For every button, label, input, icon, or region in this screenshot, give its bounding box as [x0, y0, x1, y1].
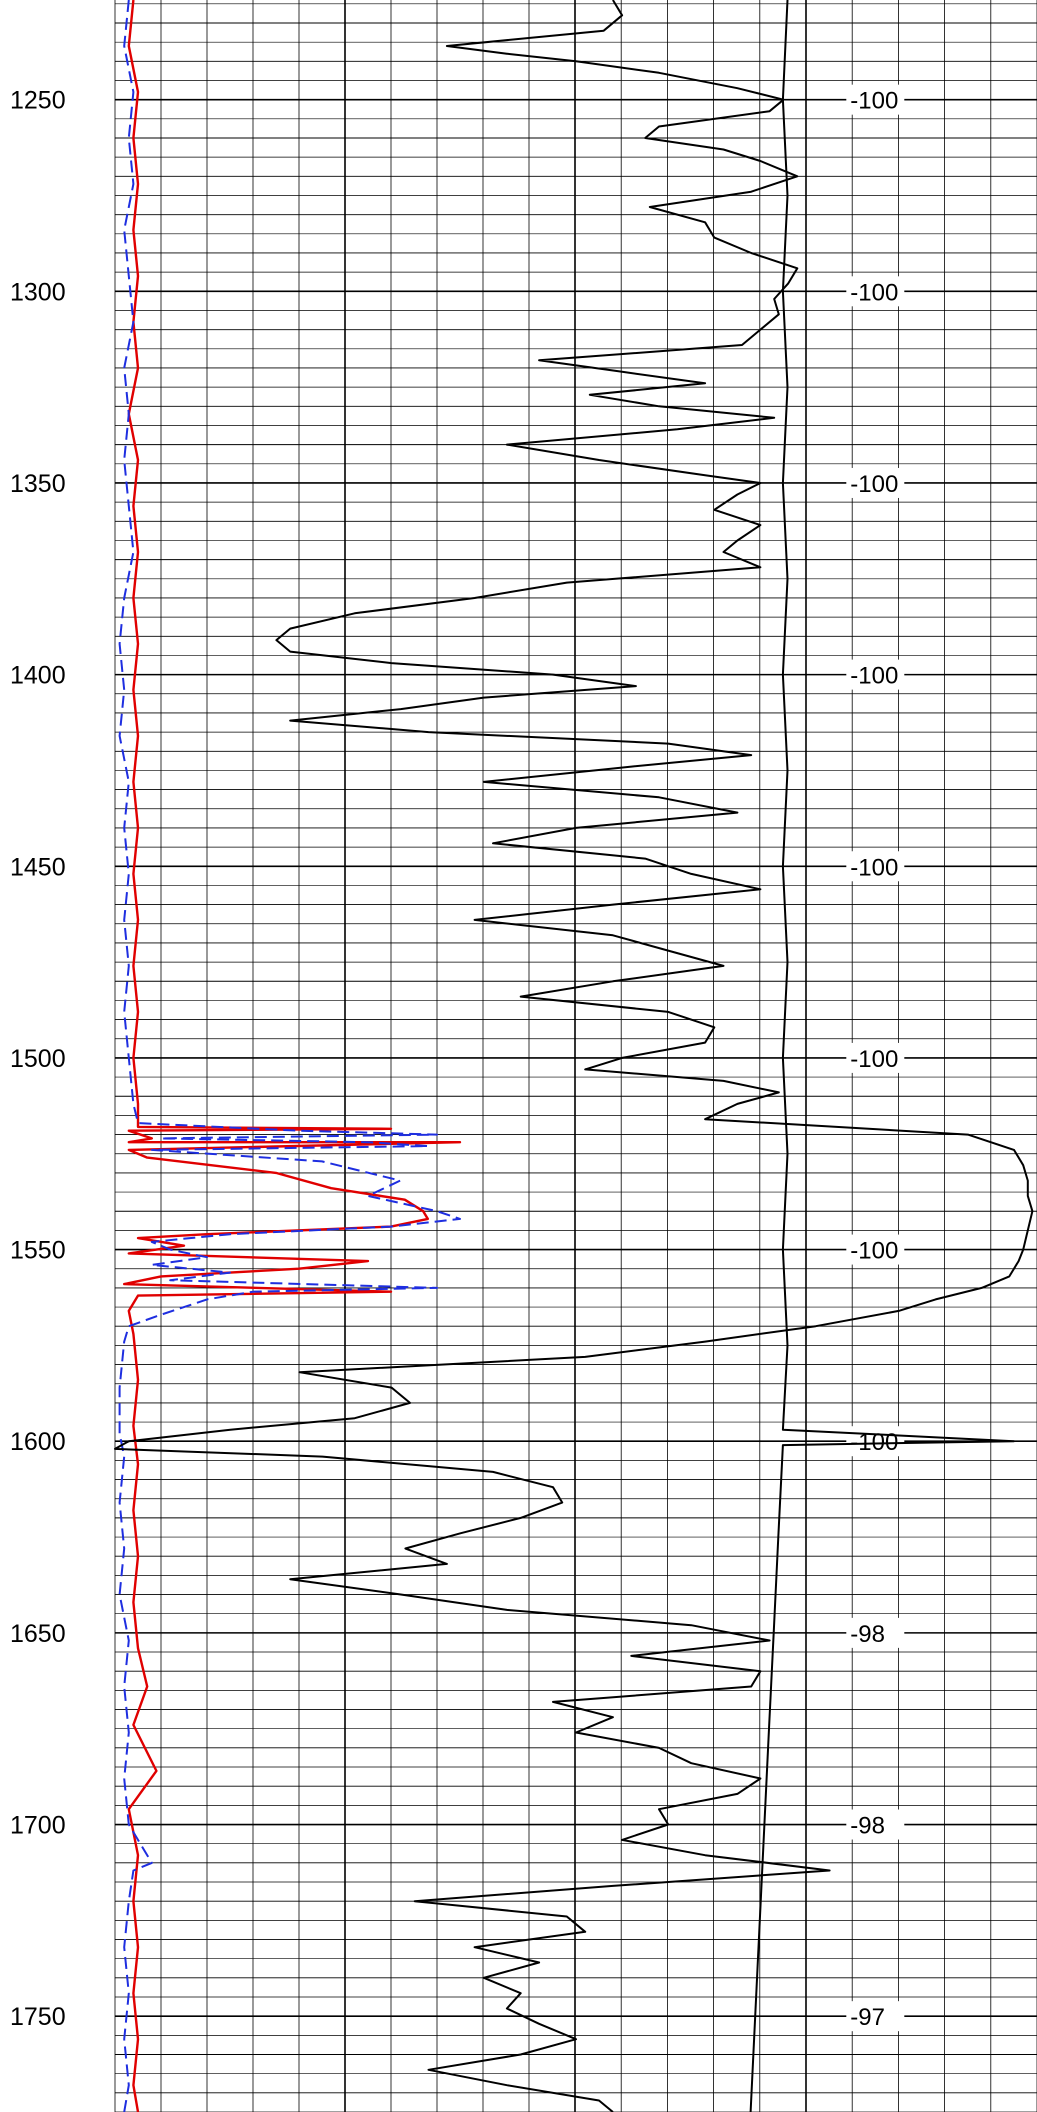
depth-tick-label: 1600 [10, 1428, 66, 1456]
depth-tick-label: 1250 [10, 87, 66, 115]
track3-value-label: -98 [850, 1621, 885, 1648]
track3-label-background [846, 2001, 905, 2032]
track3-value-label: -100 [850, 663, 898, 690]
track3-label-background [846, 1617, 905, 1648]
depth-tick-label: 1350 [10, 470, 66, 498]
log-curves [114, 0, 1034, 2112]
log-curve-1 [122, 0, 462, 2112]
track3-label-background [846, 659, 905, 690]
track3-label-background [846, 851, 905, 882]
track3-label-background [846, 84, 905, 115]
track3-label-background [846, 1426, 905, 1457]
track3-label-background [846, 1809, 905, 1840]
depth-tick-label: 1500 [10, 1045, 66, 1073]
track3-value-labels: -100-100-100-100-100-100-100-100-98-98-9… [846, 84, 905, 2032]
grid [114, 0, 1037, 2112]
track3-label-background [846, 276, 905, 307]
depth-tick-label: 1550 [10, 1237, 66, 1265]
track3-value-label: -97 [850, 2004, 885, 2031]
log-curve-4 [749, 0, 1015, 2112]
depth-axis-labels: 1250 1300 1350 1400 1450 1500 1550 1600 1650 1700… [10, 87, 66, 2032]
track3-value-label: -100 [850, 279, 898, 306]
track3-label-background [846, 1234, 905, 1265]
depth-tick-label: 1750 [10, 2003, 66, 2031]
log-curve-2 [118, 0, 461, 2112]
track3-value-label: -100 [850, 1046, 898, 1073]
track3-value-label: -100 [850, 854, 898, 881]
depth-tick-label: 1400 [10, 662, 66, 690]
track3-value-label: -100 [850, 88, 898, 115]
depth-tick-label: 1700 [10, 1812, 66, 1840]
track3-value-label: -98 [850, 1813, 885, 1840]
track3-label-background [846, 467, 905, 498]
track3-label-background [846, 1042, 905, 1073]
track3-value-label: -100 [850, 1238, 898, 1265]
depth-tick-label: 1650 [10, 1620, 66, 1648]
log-curve-3 [114, 0, 1034, 2112]
depth-tick-label: 1450 [10, 853, 66, 881]
track3-value-label: -100 [850, 471, 898, 498]
depth-tick-label: 1300 [10, 278, 66, 306]
